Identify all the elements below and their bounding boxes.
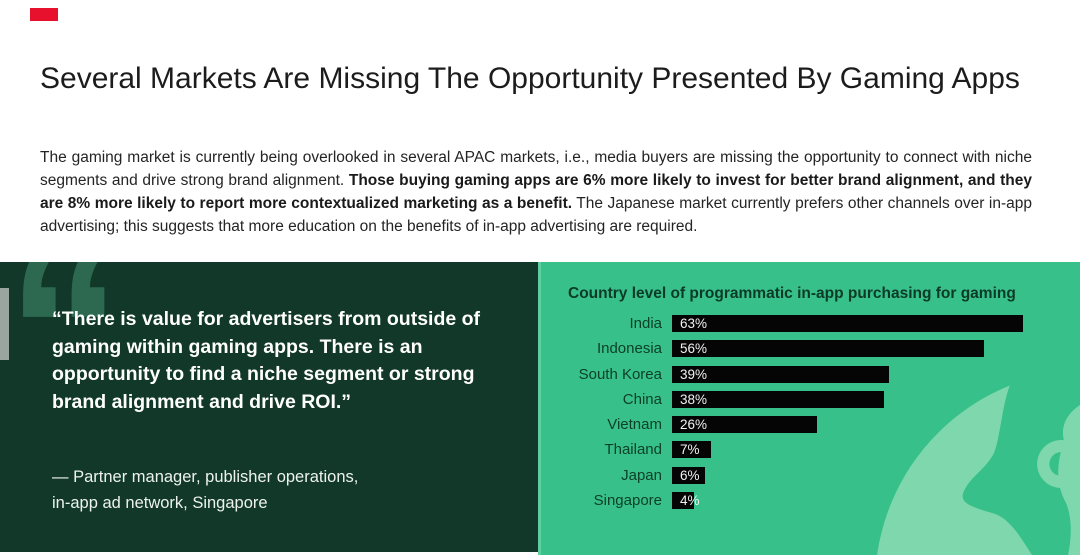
bar-track: 56%	[672, 340, 1080, 358]
bar-track: 6%	[672, 466, 1080, 484]
bar-value-label: 6%	[680, 467, 700, 483]
chart-panel: Country level of programmatic in-app pur…	[538, 262, 1080, 555]
chart-row: India 63%	[541, 315, 1080, 332]
quote-text: “There is value for advertisers from out…	[52, 308, 481, 413]
bar: 7%	[672, 441, 711, 459]
intro-text-regular: The gaming market is currently being ove…	[40, 148, 1032, 189]
country-label: Singapore	[593, 492, 662, 510]
bar-value-label: 26%	[680, 417, 708, 433]
country-label: Indonesia	[596, 340, 662, 358]
intro-paragraph: The gaming market is currently being ove…	[40, 146, 1032, 239]
bar-value-label: 63%	[680, 316, 708, 331]
bar-value-label: 38%	[680, 391, 708, 407]
chart-row: China 38%	[541, 390, 1080, 408]
bar: 56%	[672, 340, 984, 358]
bar-value-label: 7%	[680, 442, 700, 458]
bar-value-label: 56%	[680, 341, 708, 357]
globe-icon	[877, 359, 1080, 555]
bar: 39%	[672, 365, 889, 383]
intro-text-bold: Those buying gaming apps are 6% more lik…	[40, 171, 1032, 213]
bar-track: 4%	[672, 492, 1080, 510]
intro-text-regular-2: The Japanese market currently prefers ot…	[40, 195, 1032, 236]
country-label: India	[629, 315, 662, 332]
accent-bar	[30, 8, 58, 21]
chart-row: Vietnam 26%	[541, 416, 1080, 434]
chart-title: Country level of programmatic in-app pur…	[568, 285, 1016, 302]
country-label: China	[622, 390, 662, 408]
bar: 38%	[672, 390, 884, 408]
chart-row: Indonesia 56%	[541, 340, 1080, 358]
page-title: Several Markets Are Missing The Opportun…	[40, 62, 1020, 96]
bar-track: 7%	[672, 441, 1080, 459]
chart-row: South Korea 39%	[541, 365, 1080, 383]
bar-track: 26%	[672, 416, 1080, 434]
quote-attribution: — Partner manager, publisher operations,…	[52, 464, 492, 516]
chart-row: Japan 6%	[541, 466, 1080, 484]
bar-track: 38%	[672, 390, 1080, 408]
bar: 63%	[672, 315, 1023, 332]
attribution-line-1: — Partner manager, publisher operations,	[52, 468, 359, 486]
bar: 26%	[672, 416, 817, 434]
bar-track: 63%	[672, 315, 1080, 332]
bar-track: 39%	[672, 365, 1080, 383]
country-label: South Korea	[578, 365, 662, 383]
bar-chart: India 63% Indonesia 56% South Korea 39% China 3…	[541, 315, 1080, 510]
country-label: Vietnam	[607, 416, 662, 434]
country-label: Japan	[621, 466, 662, 484]
attribution-line-2: in-app ad network, Singapore	[52, 494, 268, 512]
bar-value-label: 4%	[680, 493, 700, 509]
quotation-mark-edge-icon	[0, 288, 9, 360]
quote-panel: “ “There is value for advertisers from o…	[0, 262, 538, 552]
country-label: Thailand	[604, 441, 662, 459]
chart-row: Thailand 7%	[541, 441, 1080, 459]
bar: 6%	[672, 466, 705, 484]
chart-row: Singapore 4%	[541, 492, 1080, 510]
bar: 4%	[672, 492, 700, 510]
bar-value-label: 39%	[680, 366, 708, 382]
quotation-mark-icon: “	[6, 262, 122, 461]
